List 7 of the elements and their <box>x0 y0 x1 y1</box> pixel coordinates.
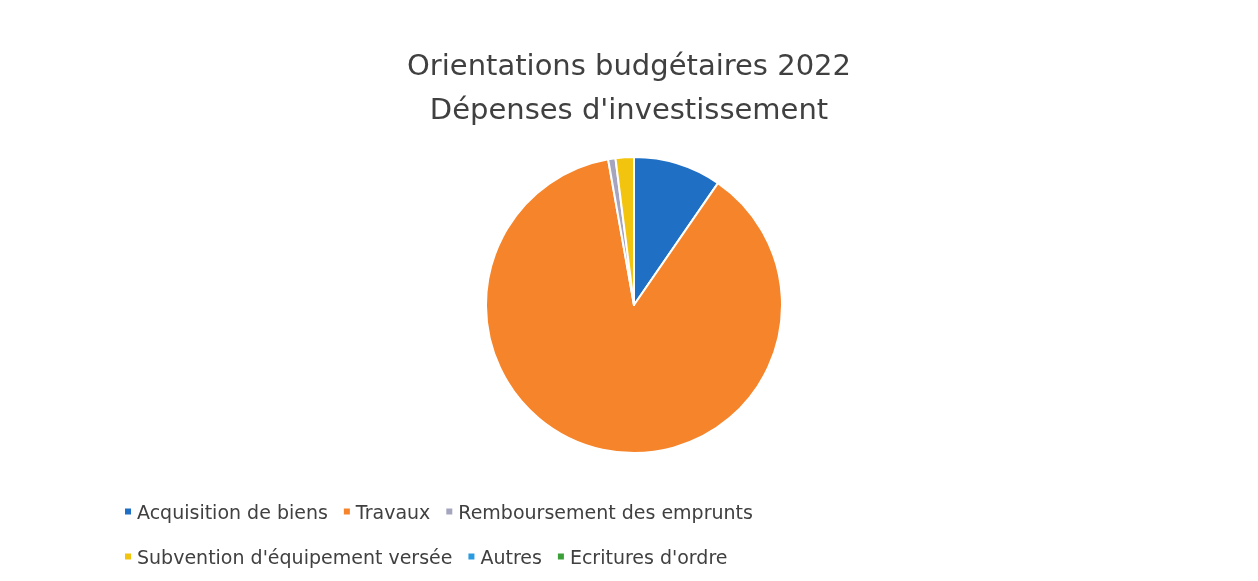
legend-label: Ecritures d'ordre <box>569 545 728 568</box>
legend-label: Autres <box>480 545 542 568</box>
legend-label: Subvention d'équipement versée <box>137 545 453 568</box>
legend-label: Acquisition de biens <box>137 500 328 523</box>
legend-label: Travaux <box>354 500 431 523</box>
legend-label: Remboursement des emprunts <box>458 500 753 523</box>
chart-title: Orientations budgétaires 2022 Dépenses d'investissement <box>407 48 851 126</box>
